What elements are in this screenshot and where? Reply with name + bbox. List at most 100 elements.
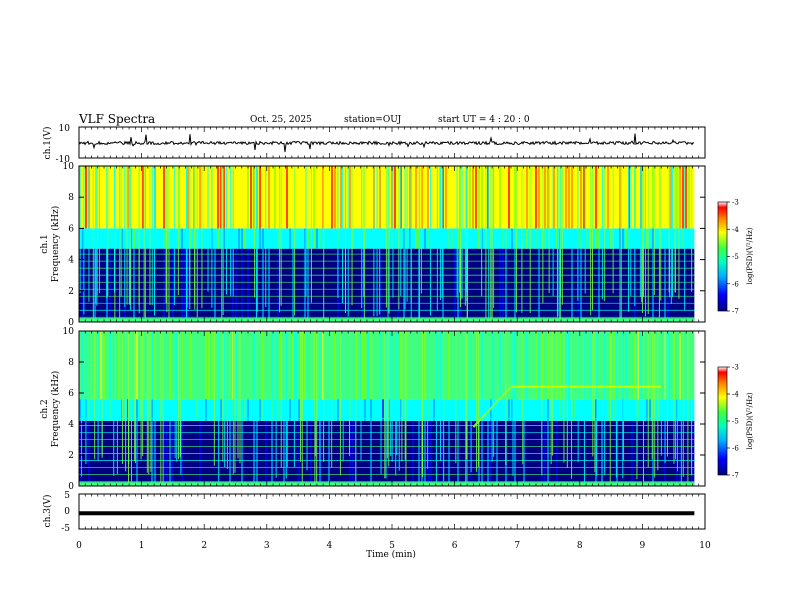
texture-1 [598, 228, 600, 249]
ytick-label-0: 0 [68, 482, 74, 492]
baseline-strip [79, 318, 695, 322]
texture-1 [463, 399, 465, 421]
texture-1 [649, 399, 651, 421]
texture-2 [517, 166, 519, 229]
texture-0 [145, 248, 147, 322]
ytick-label-4: 4 [68, 256, 74, 266]
cb-tick-label--6: -6 [732, 445, 739, 453]
xtick-label-5: 5 [389, 541, 395, 551]
figure-title: VLF Spectra [79, 112, 156, 126]
header-start-time: start UT = 4 : 20 : 0 [438, 115, 530, 125]
ytick-label-8: 8 [68, 358, 74, 368]
texture-1 [226, 228, 228, 249]
texture-2 [253, 166, 255, 229]
texture-2 [244, 166, 246, 229]
texture-1 [619, 399, 621, 421]
ch3-ytick-top: 5 [64, 491, 70, 501]
texture-1 [634, 399, 636, 421]
ch3-trace [79, 511, 695, 516]
texture-0 [181, 248, 183, 322]
colorbar-ch1-scale [717, 201, 728, 312]
texture-2 [277, 331, 279, 400]
texture-0 [304, 248, 306, 322]
ytick-label-2: 2 [68, 287, 74, 297]
texture-0 [364, 248, 366, 322]
texture-2 [538, 166, 540, 229]
texture-0 [673, 248, 675, 322]
texture-1 [367, 399, 369, 421]
colorbar-ch2-ticks: -3 -4 -5 -6 -7 [727, 364, 739, 480]
texture-0 [445, 248, 447, 322]
texture-1 [553, 228, 555, 249]
texture-1 [688, 399, 690, 421]
ch3-ylabel: ch.3(V) [42, 495, 53, 528]
texture-1 [283, 228, 285, 249]
ch1-ytick-bottom: -10 [56, 155, 71, 165]
texture-1 [682, 228, 684, 249]
texture-1 [667, 228, 669, 249]
texture-2 [547, 166, 549, 229]
texture-1 [589, 228, 591, 249]
cb-tick-label--5: -5 [732, 418, 739, 426]
texture-1 [400, 399, 402, 421]
texture-0 [685, 248, 687, 322]
texture-0 [109, 248, 111, 322]
texture-2 [580, 166, 582, 229]
texture-2 [322, 166, 324, 229]
texture-2 [343, 166, 345, 229]
texture-0 [619, 248, 621, 322]
texture-2 [589, 331, 591, 400]
texture-2 [214, 166, 216, 229]
texture-2 [610, 331, 612, 400]
colorbar-ch2: -3 -4 -5 -6 -7 log(PSD)(V²/Hz) [717, 364, 754, 480]
texture-0 [457, 248, 459, 322]
ch3-panel: 5 0 -5 ch.3(V) [42, 491, 706, 534]
texture-2 [421, 166, 423, 229]
texture-2 [595, 166, 597, 229]
texture-2 [565, 166, 567, 229]
ytick-label-6: 6 [68, 224, 74, 234]
texture-1 [262, 399, 264, 421]
texture-0 [193, 248, 195, 322]
texture-2 [583, 166, 585, 229]
xtick-label-6: 6 [452, 541, 458, 551]
texture-1 [433, 399, 435, 421]
texture-2 [445, 166, 447, 229]
texture-1 [244, 399, 246, 421]
ch1-spectrogram-ticks [78, 166, 706, 322]
texture-0 [277, 248, 279, 322]
texture-0 [190, 248, 192, 322]
texture-0 [427, 248, 429, 322]
texture-2 [415, 166, 417, 229]
texture-1 [601, 399, 603, 421]
texture-0 [82, 248, 84, 322]
texture-2 [535, 166, 537, 229]
texture-1 [397, 228, 399, 249]
texture-1 [157, 399, 159, 421]
texture-1 [661, 399, 663, 421]
texture-2 [544, 166, 546, 229]
texture-0 [412, 248, 414, 322]
texture-1 [349, 228, 351, 249]
texture-2 [115, 166, 117, 229]
texture-0 [598, 248, 600, 322]
texture-2 [367, 331, 369, 400]
texture-1 [178, 399, 180, 421]
texture-1 [337, 399, 339, 421]
texture-1 [217, 228, 219, 249]
texture-2 [451, 331, 453, 400]
texture-0 [133, 248, 135, 322]
colorbar-ch1-ticks: -3 -4 -5 -6 -7 [727, 199, 739, 316]
texture-2 [334, 331, 336, 400]
texture-2 [217, 331, 219, 400]
texture-1 [121, 228, 123, 249]
texture-1 [646, 399, 648, 421]
texture-2 [313, 166, 315, 229]
texture-1 [580, 228, 582, 249]
texture-1 [262, 228, 264, 249]
texture-1 [607, 399, 609, 421]
texture-1 [373, 399, 375, 421]
texture-1 [490, 399, 492, 421]
texture-1 [622, 228, 624, 249]
texture-2 [199, 166, 201, 229]
